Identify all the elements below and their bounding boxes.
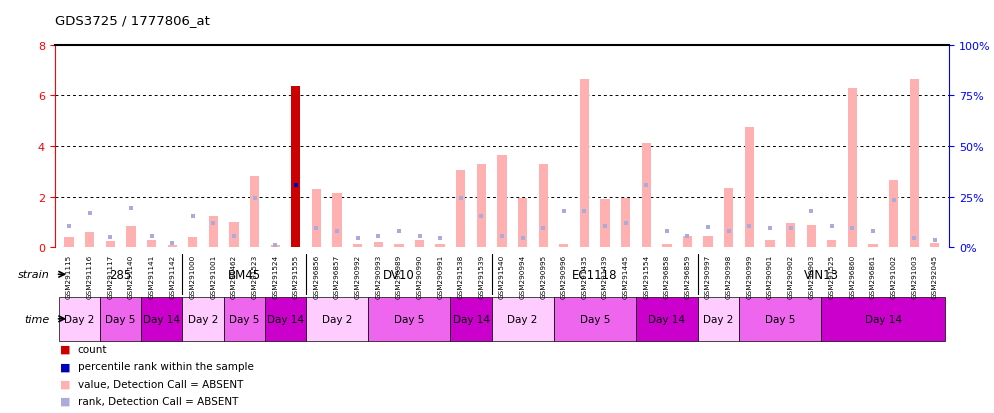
Bar [230, 223, 239, 248]
Text: value, Detection Call = ABSENT: value, Detection Call = ABSENT [78, 379, 243, 389]
Bar [745, 128, 754, 248]
Bar [636, 297, 698, 341]
Text: ■: ■ [60, 361, 71, 371]
Text: Day 5: Day 5 [580, 314, 610, 324]
Bar [497, 155, 507, 248]
Bar [889, 181, 899, 248]
Bar [724, 188, 734, 248]
Text: GDS3725 / 1777806_at: GDS3725 / 1777806_at [55, 14, 210, 27]
Bar [312, 190, 321, 248]
Text: ■: ■ [60, 396, 71, 406]
Text: Day 14: Day 14 [648, 314, 686, 324]
Bar [332, 193, 342, 248]
Bar [353, 245, 363, 248]
Bar [291, 87, 300, 248]
Text: strain: strain [18, 270, 50, 280]
Bar [580, 80, 589, 248]
Bar [827, 240, 836, 248]
Text: Day 5: Day 5 [765, 314, 795, 324]
Bar [518, 199, 527, 248]
Bar [188, 237, 198, 248]
Bar [306, 297, 368, 341]
Bar [910, 80, 918, 248]
Bar [698, 297, 739, 341]
Bar [806, 225, 816, 248]
Bar [739, 297, 821, 341]
Bar [168, 245, 177, 248]
Bar [765, 241, 774, 248]
Text: Day 2: Day 2 [322, 314, 352, 324]
Bar [368, 297, 450, 341]
Text: Day 5: Day 5 [105, 314, 136, 324]
Text: ■: ■ [60, 379, 71, 389]
Text: Day 14: Day 14 [865, 314, 902, 324]
Bar [126, 226, 135, 248]
Bar [641, 144, 651, 248]
Bar [141, 297, 183, 341]
Bar [85, 233, 94, 248]
Bar [209, 216, 218, 248]
Bar [59, 297, 100, 341]
Bar [477, 164, 486, 248]
Text: Day 5: Day 5 [230, 314, 259, 324]
Bar [539, 164, 548, 248]
Bar [435, 245, 444, 248]
Bar [786, 224, 795, 248]
Bar [395, 245, 404, 248]
Bar [869, 245, 878, 248]
Bar [621, 199, 630, 248]
Bar [270, 245, 280, 248]
Bar [183, 297, 224, 341]
Text: DV10: DV10 [383, 268, 414, 281]
Bar [600, 200, 609, 248]
Text: Day 5: Day 5 [394, 314, 424, 324]
Bar [492, 297, 554, 341]
Bar [100, 297, 141, 341]
Text: 285: 285 [109, 268, 132, 281]
Text: Day 2: Day 2 [65, 314, 94, 324]
Text: Day 2: Day 2 [188, 314, 219, 324]
Text: rank, Detection Call = ABSENT: rank, Detection Call = ABSENT [78, 396, 238, 406]
Bar [683, 236, 692, 248]
Text: count: count [78, 344, 107, 354]
Text: Day 14: Day 14 [267, 314, 304, 324]
Text: EC1118: EC1118 [572, 268, 617, 281]
Text: Day 14: Day 14 [452, 314, 490, 324]
Bar [560, 245, 569, 248]
Text: Day 2: Day 2 [703, 314, 734, 324]
Text: Day 14: Day 14 [143, 314, 180, 324]
Bar [65, 237, 74, 248]
Bar [414, 240, 424, 248]
Bar [249, 177, 259, 248]
Text: time: time [25, 314, 50, 324]
Bar [224, 297, 265, 341]
Text: percentile rank within the sample: percentile rank within the sample [78, 361, 253, 371]
Bar [374, 243, 383, 248]
Bar [450, 297, 492, 341]
Text: BM45: BM45 [228, 268, 260, 281]
Text: Day 2: Day 2 [507, 314, 538, 324]
Bar [821, 297, 945, 341]
Bar [848, 88, 857, 248]
Bar [105, 242, 115, 248]
Text: ■: ■ [60, 344, 71, 354]
Bar [662, 244, 672, 248]
Bar [147, 241, 156, 248]
Bar [704, 236, 713, 248]
Bar [554, 297, 636, 341]
Bar [265, 297, 306, 341]
Text: VIN13: VIN13 [804, 268, 839, 281]
Bar [456, 171, 465, 248]
Bar [930, 243, 939, 248]
